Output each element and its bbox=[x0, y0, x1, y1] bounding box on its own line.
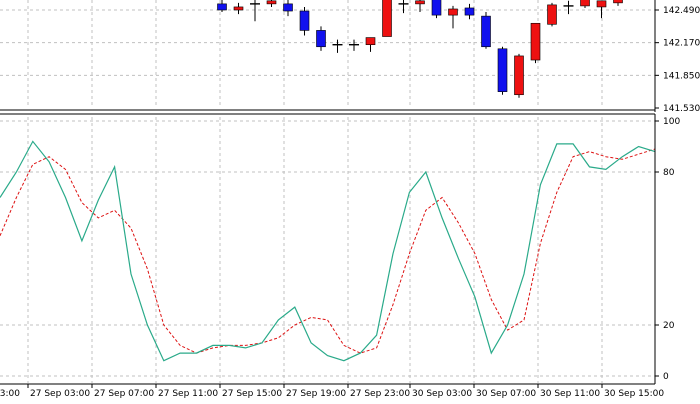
candle-bull bbox=[233, 6, 244, 11]
time-axis-label: 26 Sep 23:00 bbox=[0, 389, 20, 399]
price-axis-label: 141.850 bbox=[663, 71, 700, 81]
osc-axis-label: 80 bbox=[663, 168, 675, 178]
time-axis-label: 30 Sep 07:00 bbox=[476, 389, 536, 399]
candle-bear bbox=[431, 0, 442, 16]
price-axis-label: 141.530 bbox=[663, 104, 700, 114]
candle-bull bbox=[613, 0, 623, 4]
price-axis-label: 142.490 bbox=[663, 6, 700, 16]
candle-bear bbox=[316, 30, 326, 48]
candle-bull bbox=[266, 0, 277, 5]
time-axis-label: 27 Sep 07:00 bbox=[94, 389, 154, 399]
candle-bull bbox=[365, 37, 376, 46]
candle-bear bbox=[283, 3, 293, 12]
candle-bull bbox=[530, 22, 541, 61]
time-axis-label: 30 Sep 11:00 bbox=[540, 389, 600, 399]
candle-bull bbox=[580, 0, 590, 7]
time-axis-label: 27 Sep 23:00 bbox=[350, 389, 410, 399]
candle-bear bbox=[464, 7, 475, 16]
time-axis-label: 30 Sep 03:00 bbox=[412, 389, 472, 399]
candle-bull bbox=[596, 0, 607, 8]
osc-axis-label: 0 bbox=[663, 372, 669, 382]
candle-bear bbox=[481, 15, 491, 48]
signal-line bbox=[0, 148, 656, 354]
time-axis-label: 27 Sep 03:00 bbox=[30, 389, 90, 399]
time-axis-label: 27 Sep 15:00 bbox=[222, 389, 282, 399]
candle-bull bbox=[382, 0, 392, 37]
time-axis-label: 27 Sep 11:00 bbox=[158, 389, 218, 399]
candle-bull bbox=[547, 4, 557, 25]
candle-bull bbox=[415, 0, 425, 5]
osc-axis-label: 20 bbox=[663, 321, 675, 331]
candle-bear bbox=[497, 48, 508, 92]
time-axis-label: 30 Sep 15:00 bbox=[604, 389, 664, 399]
candle-bull bbox=[448, 8, 458, 16]
time-axis-label: 27 Sep 19:00 bbox=[286, 389, 346, 399]
price-axis-label: 142.170 bbox=[663, 39, 700, 49]
candle-bear bbox=[217, 3, 227, 11]
osc-axis-label: 100 bbox=[663, 117, 680, 127]
main-line bbox=[0, 140, 656, 362]
candle-bear bbox=[299, 10, 310, 31]
candle-bull bbox=[514, 55, 524, 96]
